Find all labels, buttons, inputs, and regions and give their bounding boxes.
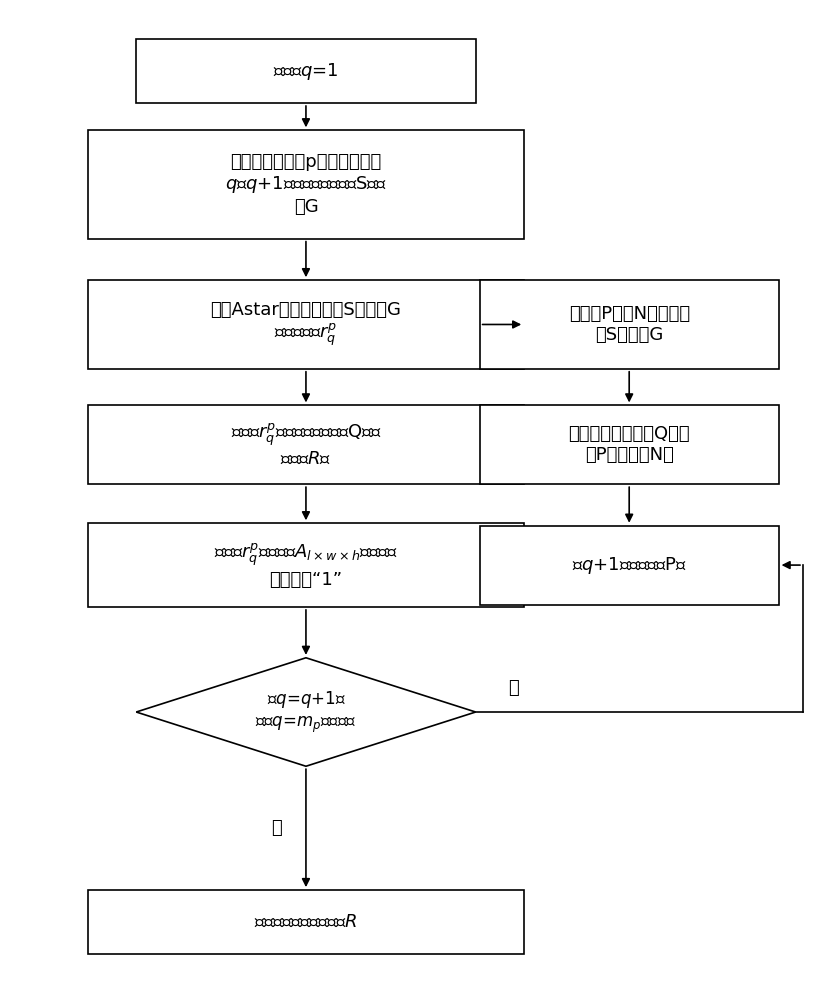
Text: 分别将选择的第p个端口组的第
$q$、$q$+1个端口设置为起点S和终
点G: 分别将选择的第p个端口组的第 $q$、$q$+1个端口设置为起点S和终 点G	[225, 153, 387, 216]
FancyBboxPatch shape	[480, 405, 778, 484]
FancyBboxPatch shape	[88, 130, 524, 239]
FancyBboxPatch shape	[136, 39, 476, 103]
FancyBboxPatch shape	[88, 523, 524, 607]
Text: 是: 是	[271, 819, 282, 837]
Polygon shape	[136, 658, 476, 766]
Text: 基于Astar算法规划起点S和终点G
之间的路径$r_q^p$: 基于Astar算法规划起点S和终点G 之间的路径$r_q^p$	[210, 301, 401, 348]
FancyBboxPatch shape	[88, 890, 524, 954]
Text: 将路径$r_q^p$加入待选源点集合Q和路
径集合$R$中: 将路径$r_q^p$加入待选源点集合Q和路 径集合$R$中	[230, 421, 381, 468]
FancyBboxPatch shape	[480, 526, 778, 605]
FancyBboxPatch shape	[88, 280, 524, 369]
Text: 将路径$r_q^p$对应矩阵$A_{l\times w\times h}$中的位置
的値设为“1”: 将路径$r_q^p$对应矩阵$A_{l\times w\times h}$中的位…	[214, 542, 398, 589]
Text: 否: 否	[508, 679, 519, 697]
Text: 令$q$=$q$+1，
判断$q$=$m_p$是否成立: 令$q$=$q$+1， 判断$q$=$m_p$是否成立	[256, 689, 357, 735]
Text: 初始化$q$=1: 初始化$q$=1	[273, 61, 339, 82]
Text: 将$q$+1个端口作为P点: 将$q$+1个端口作为P点	[572, 555, 686, 576]
Text: 输出当前规划路径集合$R$: 输出当前规划路径集合$R$	[254, 913, 358, 931]
Text: 计算待选源点集合Q中距
离P点最近的N点: 计算待选源点集合Q中距 离P点最近的N点	[568, 425, 690, 464]
Text: 分别用P点和N点替换起
点S和终点G: 分别用P点和N点替换起 点S和终点G	[569, 305, 690, 344]
FancyBboxPatch shape	[480, 280, 778, 369]
FancyBboxPatch shape	[88, 405, 524, 484]
